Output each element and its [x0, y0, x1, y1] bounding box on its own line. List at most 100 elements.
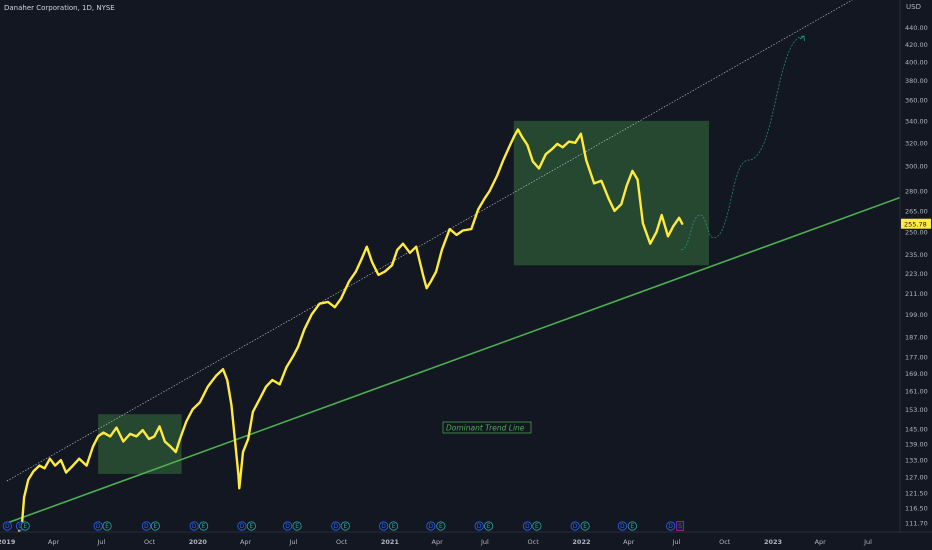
price-point — [54, 464, 57, 467]
dividend-glyph: D — [573, 524, 578, 530]
price-point — [259, 396, 262, 399]
price-point — [681, 222, 684, 225]
y-tick-label: 235.00 — [905, 251, 928, 259]
dividend-badge — [141, 521, 152, 531]
dividend-badge — [379, 521, 389, 531]
price-point — [391, 264, 393, 267]
price-point — [585, 159, 588, 162]
event-marker-earnings[interactable]: E — [199, 521, 209, 531]
annotation-label: Dominant Trend Line — [446, 424, 525, 433]
event-marker-dividend[interactable]: D — [666, 521, 676, 531]
event-marker-earnings[interactable]: E — [436, 521, 446, 531]
event-marker-earnings[interactable]: E — [483, 521, 494, 531]
price-point — [607, 197, 610, 200]
x-tick-label: Oct — [719, 538, 731, 546]
price-point — [488, 190, 491, 192]
event-marker-earnings[interactable]: E — [627, 521, 637, 531]
dividend-badge — [570, 521, 580, 531]
forecast-path — [681, 35, 805, 251]
price-point — [649, 242, 652, 245]
price-point — [230, 403, 233, 406]
price-point — [169, 445, 172, 448]
event-marker-dividend[interactable]: D — [522, 521, 533, 531]
dividend-glyph: D — [381, 524, 386, 530]
event-marker-dividend[interactable]: D — [331, 521, 341, 531]
event-marker-dividend[interactable]: D — [2, 521, 12, 531]
event-marker-earnings[interactable]: E — [388, 521, 399, 531]
price-point — [360, 258, 363, 260]
dividend-glyph: D — [5, 524, 10, 530]
event-marker-dividend[interactable]: D — [570, 521, 580, 531]
event-marker-dividend[interactable]: D — [189, 521, 199, 531]
y-tick-label: 121.50 — [905, 489, 928, 497]
price-point — [517, 128, 519, 131]
event-marker-dividend[interactable]: D — [617, 521, 627, 531]
price-point — [129, 432, 132, 435]
price-point — [655, 231, 658, 233]
event-marker-dividend[interactable]: D — [379, 521, 389, 531]
event-marker-earnings[interactable]: E — [292, 521, 302, 531]
earnings-glyph: E — [535, 524, 539, 530]
x-tick-label: Apr — [48, 538, 60, 546]
price-point — [122, 440, 125, 443]
price-point — [215, 374, 218, 377]
event-marker-earnings[interactable]: E — [102, 521, 112, 531]
earnings-badge — [292, 521, 302, 531]
price-point — [291, 355, 294, 358]
price-point — [115, 426, 118, 429]
dividend-badge — [617, 521, 627, 531]
x-tick-label: Oct — [528, 538, 540, 546]
event-marker-earnings[interactable]: E — [580, 521, 590, 531]
price-point — [340, 297, 343, 300]
price-point — [78, 457, 81, 460]
earnings-badge — [580, 521, 590, 531]
price-point — [191, 408, 194, 411]
event-marker-earnings[interactable]: E — [340, 521, 350, 531]
price-point — [265, 385, 267, 388]
price-point — [531, 160, 534, 163]
earnings-glyph: E — [105, 524, 109, 530]
price-point — [513, 135, 516, 137]
event-marker-earnings[interactable]: E — [150, 521, 160, 531]
price-point — [153, 435, 156, 438]
event-marker-split[interactable]: S — [676, 521, 685, 531]
event-marker-dividend[interactable]: D — [474, 521, 484, 531]
price-point — [27, 478, 30, 481]
y-tick-label: 320.00 — [905, 139, 928, 147]
x-tick-label: Apr — [623, 538, 635, 546]
event-marker-dividend[interactable]: D — [237, 521, 247, 531]
price-point — [408, 251, 411, 254]
price-point — [567, 140, 570, 143]
earnings-glyph: E — [23, 524, 27, 530]
currency-label: USD — [906, 3, 921, 11]
dividend-badge — [282, 521, 293, 531]
y-tick-label: 380.00 — [905, 77, 928, 85]
price-point — [354, 270, 357, 273]
event-marker-dividend[interactable]: D — [426, 521, 436, 531]
y-tick-label: 440.00 — [905, 24, 928, 32]
dividend-glyph: D — [477, 524, 482, 530]
event-marker-dividend[interactable]: D — [93, 521, 103, 531]
event-marker-dividend[interactable]: D — [282, 521, 293, 531]
price-point — [43, 467, 46, 470]
earnings-badge — [102, 521, 112, 531]
x-tick-label: 2022 — [572, 538, 590, 546]
price-point — [234, 440, 237, 443]
x-tick-label: Jul — [480, 538, 489, 546]
event-marker-dividend[interactable]: D — [141, 521, 152, 531]
price-point — [247, 438, 250, 440]
x-tick-label: Apr — [432, 538, 444, 546]
dividend-badge — [189, 521, 199, 531]
dividend-glyph: D — [429, 524, 434, 530]
price-point — [641, 222, 644, 225]
event-marker-earnings[interactable]: E — [532, 521, 542, 531]
y-tick-label: 300.00 — [905, 163, 928, 171]
price-point — [72, 464, 74, 467]
last-price-badge — [901, 218, 931, 229]
event-marker-earnings[interactable]: E — [246, 521, 256, 531]
price-point — [502, 159, 505, 162]
event-marker-earnings[interactable]: E — [20, 521, 30, 531]
